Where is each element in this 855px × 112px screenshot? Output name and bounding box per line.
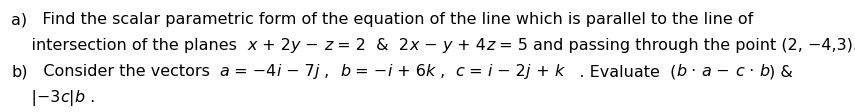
Text: c: c (456, 64, 464, 79)
Text: −: − (711, 64, 734, 79)
Text: ) &: ) & (770, 64, 793, 79)
Text: |: | (69, 90, 74, 106)
Text: z: z (324, 38, 332, 53)
Text: − 2: − 2 (492, 64, 526, 79)
Text: intersection of the planes: intersection of the planes (11, 38, 247, 53)
Text: + 4: + 4 (451, 38, 486, 53)
Text: =: = (464, 64, 488, 79)
Text: −: − (300, 38, 324, 53)
Text: x: x (247, 38, 256, 53)
Text: = 5 and passing through the point (2, −4,3).: = 5 and passing through the point (2, −4… (494, 38, 855, 53)
Text: Consider the vectors: Consider the vectors (27, 64, 220, 79)
Text: j: j (526, 64, 531, 79)
Text: z: z (486, 38, 494, 53)
Text: = 2  &  2: = 2 & 2 (332, 38, 409, 53)
Text: . Evaluate  (: . Evaluate ( (563, 64, 676, 79)
Text: ·: · (686, 64, 701, 79)
Text: |−3: |−3 (11, 90, 61, 106)
Text: ,: , (435, 64, 456, 79)
Text: Find the scalar parametric form of the equation of the line which is parallel to: Find the scalar parametric form of the e… (27, 12, 753, 27)
Text: y: y (291, 38, 300, 53)
Text: i: i (488, 64, 492, 79)
Text: b): b) (11, 64, 27, 79)
Text: .: . (85, 90, 95, 105)
Text: k: k (554, 64, 563, 79)
Text: a): a) (11, 12, 27, 27)
Text: k: k (426, 64, 435, 79)
Text: y: y (442, 38, 451, 53)
Text: a: a (220, 64, 229, 79)
Text: + 6: + 6 (392, 64, 426, 79)
Text: ,: , (320, 64, 340, 79)
Text: − 7: − 7 (281, 64, 315, 79)
Text: c: c (734, 64, 744, 79)
Text: i: i (387, 64, 392, 79)
Text: j: j (315, 64, 320, 79)
Text: ·: · (744, 64, 759, 79)
Text: b: b (74, 90, 85, 105)
Text: x: x (409, 38, 419, 53)
Text: −: − (419, 38, 442, 53)
Text: + 2: + 2 (256, 38, 291, 53)
Text: b: b (676, 64, 686, 79)
Text: a: a (701, 64, 711, 79)
Text: b: b (759, 64, 770, 79)
Text: c: c (61, 90, 69, 105)
Text: = −4: = −4 (229, 64, 277, 79)
Text: i: i (277, 64, 281, 79)
Text: = −: = − (350, 64, 387, 79)
Text: +: + (531, 64, 554, 79)
Text: b: b (340, 64, 350, 79)
